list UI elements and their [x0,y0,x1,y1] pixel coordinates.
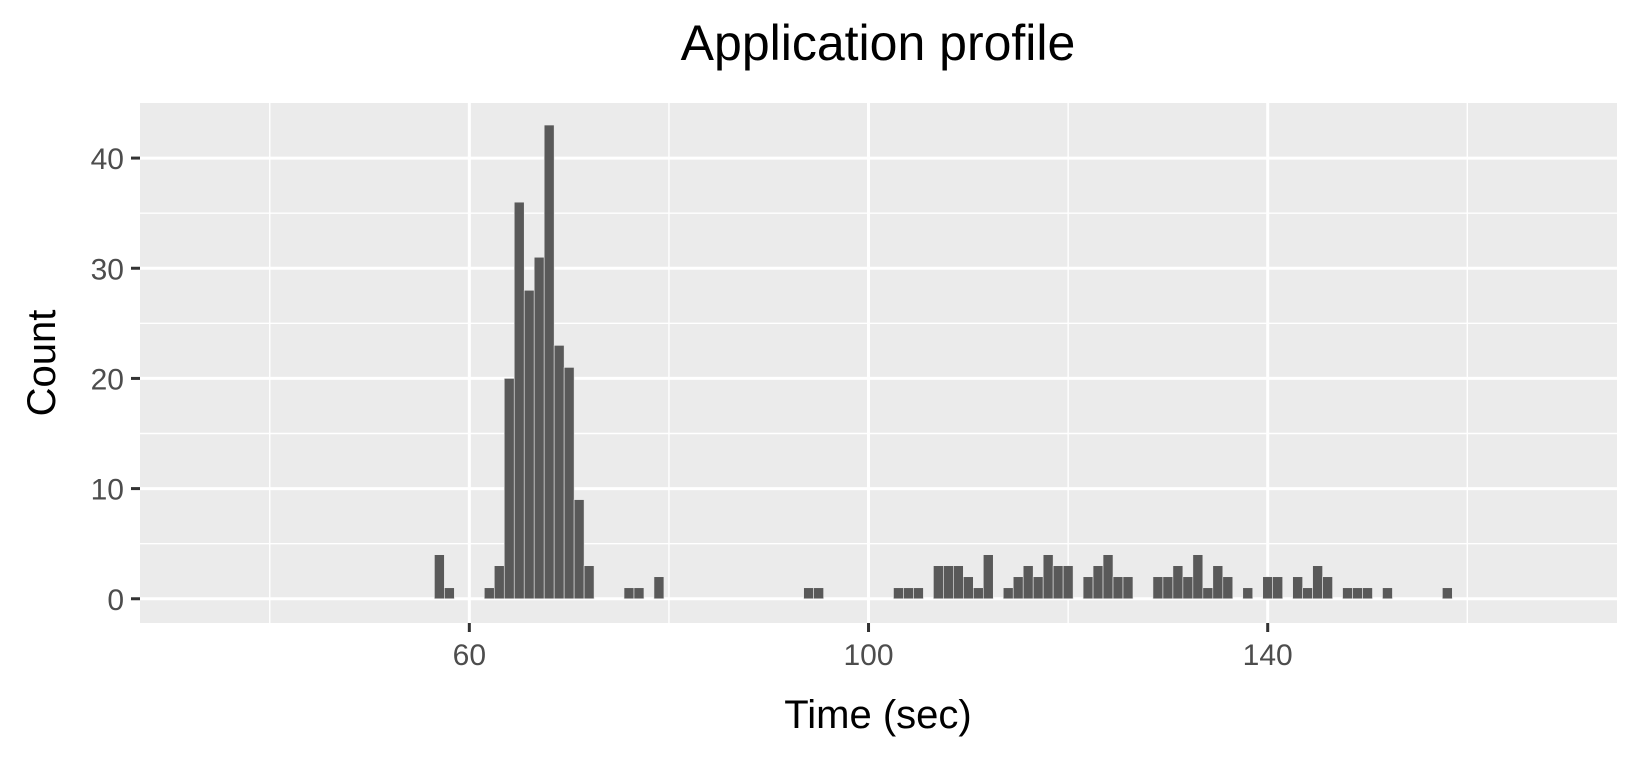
histogram-bar [503,378,515,600]
x-axis-title: Time (sec) [784,693,971,737]
histogram-bar [583,565,595,600]
histogram-bar [434,554,445,600]
histogram-bar [1382,587,1393,600]
histogram-bar [513,201,525,600]
y-tick-label: 30 [91,253,124,286]
histogram-bar [1212,565,1224,600]
y-axis: 0 10 20 30 40 [91,143,140,617]
histogram-bar [1172,565,1184,600]
histogram-bar [1442,587,1453,600]
histogram-bar [493,565,505,600]
histogram-bar [553,345,565,600]
x-axis: 60 100 140 [453,623,1293,672]
histogram-bar [913,587,924,600]
plot-panel [140,103,1617,623]
histogram-bar [1002,587,1014,600]
histogram-bar [1122,576,1134,600]
histogram-bar [623,587,635,600]
histogram-bar [1102,554,1114,600]
histogram-bar [1162,576,1174,600]
histogram-bar [573,499,585,600]
histogram-bar [1092,565,1104,600]
histogram-bar [1182,576,1194,600]
histogram-bar [633,587,645,600]
histogram-bar [484,587,495,600]
histogram-bar [1302,587,1313,600]
histogram-bar [653,576,665,600]
histogram-bar [1362,587,1373,600]
histogram-bar [1222,576,1234,600]
histogram-bar [1292,576,1303,600]
histogram-bar [1322,576,1333,600]
histogram-bar [1112,576,1124,600]
histogram-bar [1152,576,1164,600]
histogram-bar [1032,576,1044,600]
histogram-bar [1262,576,1273,600]
histogram-bar [903,587,914,600]
histogram-bar [1312,565,1323,600]
histogram-bar [1242,587,1254,600]
histogram-bars [434,124,1453,600]
histogram-bar [563,367,575,600]
histogram-bar [1272,576,1283,600]
histogram-bar [1062,565,1074,600]
y-tick-label: 20 [91,363,124,396]
histogram-bar [1022,565,1034,600]
y-tick-label: 0 [107,584,124,617]
y-axis-title: Count [20,310,64,417]
histogram-bar [1082,576,1094,600]
histogram-bar [1352,587,1363,600]
histogram-bar [1052,565,1064,600]
x-tick-label: 60 [453,639,486,672]
histogram-bar [1342,587,1353,600]
y-tick-label: 10 [91,474,124,507]
x-tick-label: 140 [1243,639,1293,672]
histogram-bar [893,587,904,600]
histogram-bar [543,124,555,600]
x-tick-label: 100 [843,639,893,672]
histogram-bar [523,289,535,600]
y-tick-label: 40 [91,143,124,176]
histogram-bar [933,565,944,600]
minor-gridlines [140,103,1617,623]
histogram-bar [803,587,814,600]
histogram-bar [1192,554,1204,600]
histogram-bar [943,565,954,600]
histogram-bar [1202,587,1214,600]
histogram-bar [963,576,974,600]
histogram-bar [953,565,964,600]
histogram-bar [533,256,545,600]
histogram-bar [444,587,455,600]
histogram-bar [973,587,984,600]
histogram-bar [1012,576,1024,600]
chart-title: Application profile [681,15,1076,71]
histogram-bar [813,587,824,600]
histogram-bar [982,554,994,600]
histogram-bar [1042,554,1054,600]
